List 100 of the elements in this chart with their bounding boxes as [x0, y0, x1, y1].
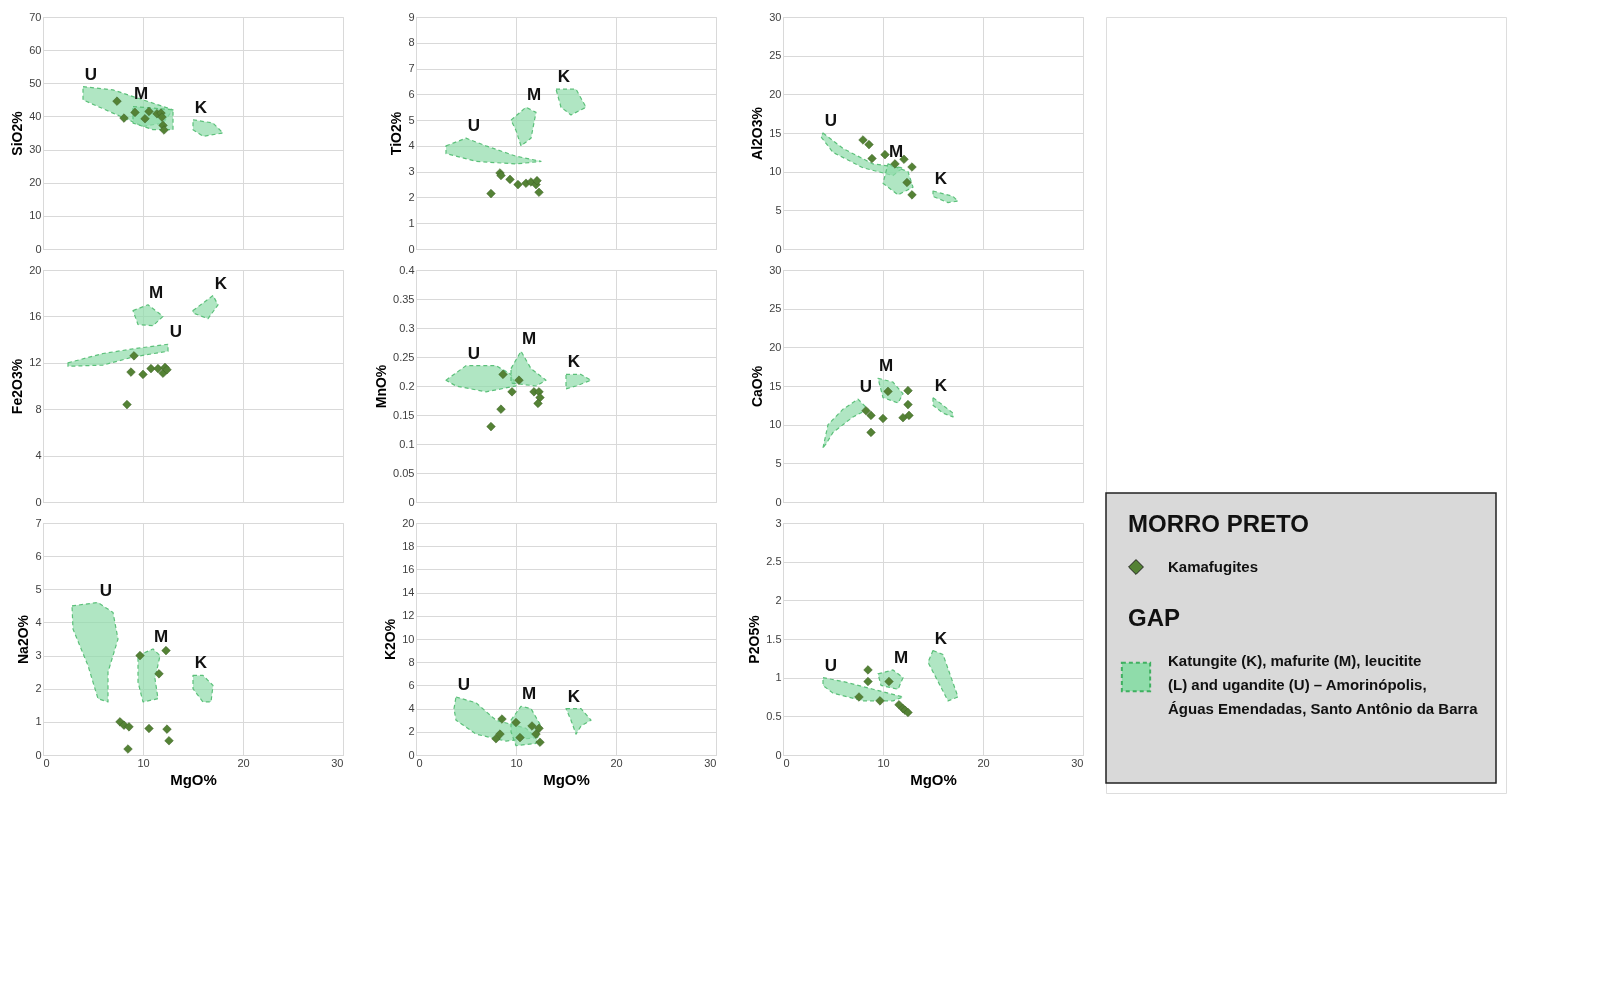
y-tick-label: 70 [29, 10, 42, 23]
y-tick-label: 5 [775, 203, 782, 216]
y-tick-label: 20 [29, 176, 42, 189]
annotation: U [467, 343, 481, 363]
y-tick-label: 30 [769, 10, 782, 23]
y-tick-label: 1 [35, 715, 42, 728]
y-tick-label: 0.25 [393, 350, 415, 363]
y-tick-label: 7 [35, 516, 42, 529]
annotation: K [934, 628, 948, 648]
annotation: U [84, 64, 98, 84]
x-tick-label: 20 [237, 756, 250, 769]
y-tick-label: 30 [29, 143, 42, 156]
annotation: U [824, 655, 838, 675]
y-tick-label: 2 [35, 682, 42, 695]
y-tick-label: 4 [35, 449, 42, 462]
y-tick-label: 3 [408, 165, 415, 178]
y-tick-label: 25 [769, 49, 782, 62]
annotation: M [521, 684, 537, 704]
annotation: M [133, 84, 149, 104]
y-tick-label: 14 [402, 586, 415, 599]
x-tick-label: 10 [510, 756, 523, 769]
y-tick-label: 4 [408, 702, 415, 715]
annotation: M [148, 282, 164, 302]
y-tick-label: 10 [769, 165, 782, 178]
y-tick-label: 5 [775, 456, 782, 469]
annotation: U [467, 116, 481, 136]
x-tick-label: 10 [877, 756, 890, 769]
annotation: U [859, 377, 873, 397]
y-tick-label: 18 [402, 539, 415, 552]
y-tick-label: 0 [408, 748, 415, 761]
y-tick-label: 0.05 [393, 466, 415, 479]
x-axis-title: MgO% [170, 770, 217, 788]
x-tick-label: 0 [783, 756, 790, 769]
y-tick-label: 0 [775, 748, 782, 761]
y-tick-label: 0.35 [393, 292, 415, 305]
y-axis-title: SiO2% [9, 110, 26, 156]
y-tick-label: 4 [408, 139, 415, 152]
legend-title: MORRO PRETO [1128, 510, 1309, 537]
legend-label: Katungite (K), mafurite (M), leucitite (L) and ugandite (U) – Amorinópolis, Águas Emendadas, Santo Antônio da Barra [1168, 652, 1479, 717]
y-tick-label: 15 [769, 126, 782, 139]
y-axis-title: P2O5% [746, 614, 763, 664]
y-axis-title: Na2O% [15, 614, 32, 665]
annotation: M [878, 356, 894, 376]
y-axis-title: K2O% [382, 618, 399, 661]
x-tick-label: 0 [416, 756, 423, 769]
y-tick-label: 3 [35, 649, 42, 662]
annotation: M [893, 647, 909, 667]
y-tick-label: 0.3 [399, 321, 415, 334]
y-tick-label: 16 [402, 562, 415, 575]
annotation: U [457, 675, 471, 694]
y-tick-label: 12 [29, 356, 42, 369]
y-axis-title: Fe2O3% [9, 358, 26, 415]
y-tick-label: 4 [35, 615, 42, 628]
x-tick-label: 30 [331, 756, 344, 769]
y-tick-label: 40 [29, 109, 42, 122]
x-tick-label: 30 [1071, 756, 1084, 769]
annotation: K [194, 97, 208, 117]
y-tick-label: 10 [769, 418, 782, 431]
y-tick-label: 0.15 [393, 408, 415, 421]
y-tick-label: 0 [775, 242, 782, 255]
annotation: K [567, 686, 581, 706]
annotation: K [214, 273, 228, 293]
y-tick-label: 15 [769, 379, 782, 392]
y-tick-label: 0.5 [766, 709, 782, 722]
y-tick-label: 1.5 [766, 632, 782, 645]
y-tick-label: 20 [769, 340, 782, 353]
annotation: K [557, 67, 571, 87]
y-tick-label: 2 [408, 725, 415, 738]
y-tick-label: 2 [775, 593, 782, 606]
y-tick-label: 8 [408, 36, 415, 49]
x-axis-title: MgO% [910, 770, 957, 788]
y-tick-label: 3 [775, 516, 782, 529]
y-tick-label: 2.5 [766, 555, 782, 568]
y-tick-label: 0 [408, 242, 415, 255]
y-tick-label: 16 [29, 309, 42, 322]
x-tick-label: 10 [137, 756, 150, 769]
y-tick-label: 20 [29, 263, 42, 276]
y-tick-label: 25 [769, 302, 782, 315]
y-axis-title: CaO% [749, 365, 766, 408]
y-tick-label: 8 [35, 402, 42, 415]
y-axis-title: TiO2% [388, 111, 405, 156]
annotation: U [169, 322, 183, 342]
x-tick-label: 30 [704, 756, 717, 769]
annotation: K [194, 653, 208, 673]
annotation: M [521, 329, 537, 349]
x-tick-label: 0 [43, 756, 50, 769]
y-tick-label: 2 [408, 190, 415, 203]
y-axis-title: MnO% [373, 364, 390, 409]
y-tick-label: 9 [408, 10, 415, 23]
y-tick-label: 0 [408, 495, 415, 508]
y-tick-label: 60 [29, 43, 42, 56]
y-tick-label: 5 [408, 113, 415, 126]
y-tick-label: 0.2 [399, 379, 415, 392]
annotation: U [99, 580, 113, 600]
y-tick-label: 0 [35, 748, 42, 761]
y-tick-label: 20 [769, 87, 782, 100]
annotation: K [934, 375, 948, 395]
annotation: M [888, 141, 904, 161]
annotation: M [526, 85, 542, 105]
y-tick-label: 50 [29, 76, 42, 89]
